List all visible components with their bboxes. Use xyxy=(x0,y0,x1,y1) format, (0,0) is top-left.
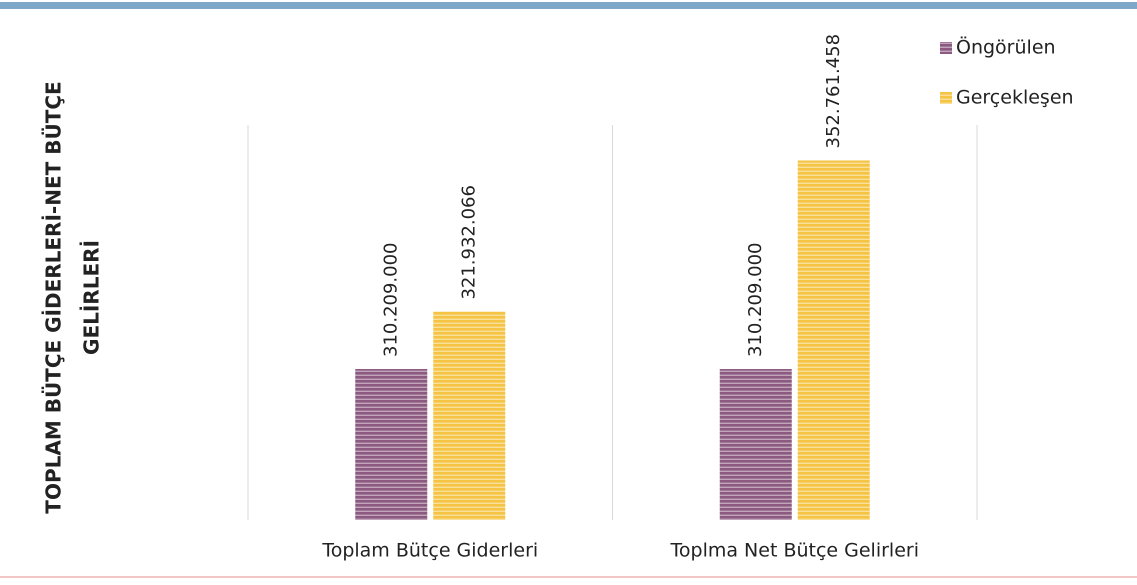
bar xyxy=(797,160,870,520)
bar xyxy=(719,369,792,520)
legend-swatch xyxy=(940,42,952,54)
x-tick-label: Toplam Bütçe Giderleri xyxy=(321,540,538,562)
y-axis-title: GELİRLERİ xyxy=(80,240,104,355)
legend-label: Öngörülen xyxy=(956,36,1056,59)
bottom-border xyxy=(0,576,1137,578)
x-tick-label: Toplma Net Bütçe Gelirleri xyxy=(670,540,919,562)
top-border xyxy=(0,2,1137,9)
data-label: 310.209.000 xyxy=(380,242,401,357)
bar xyxy=(433,311,506,520)
legend-swatch xyxy=(940,92,952,104)
data-label: 321.932.066 xyxy=(458,185,479,300)
bar xyxy=(355,369,428,520)
y-axis-title: TOPLAM BÜTÇE GİDERLERİ-NET BÜTÇE xyxy=(42,81,66,513)
data-label: 310.209.000 xyxy=(745,242,766,357)
legend-label: Gerçekleşen xyxy=(956,87,1074,109)
data-label: 352.761.458 xyxy=(823,34,844,149)
